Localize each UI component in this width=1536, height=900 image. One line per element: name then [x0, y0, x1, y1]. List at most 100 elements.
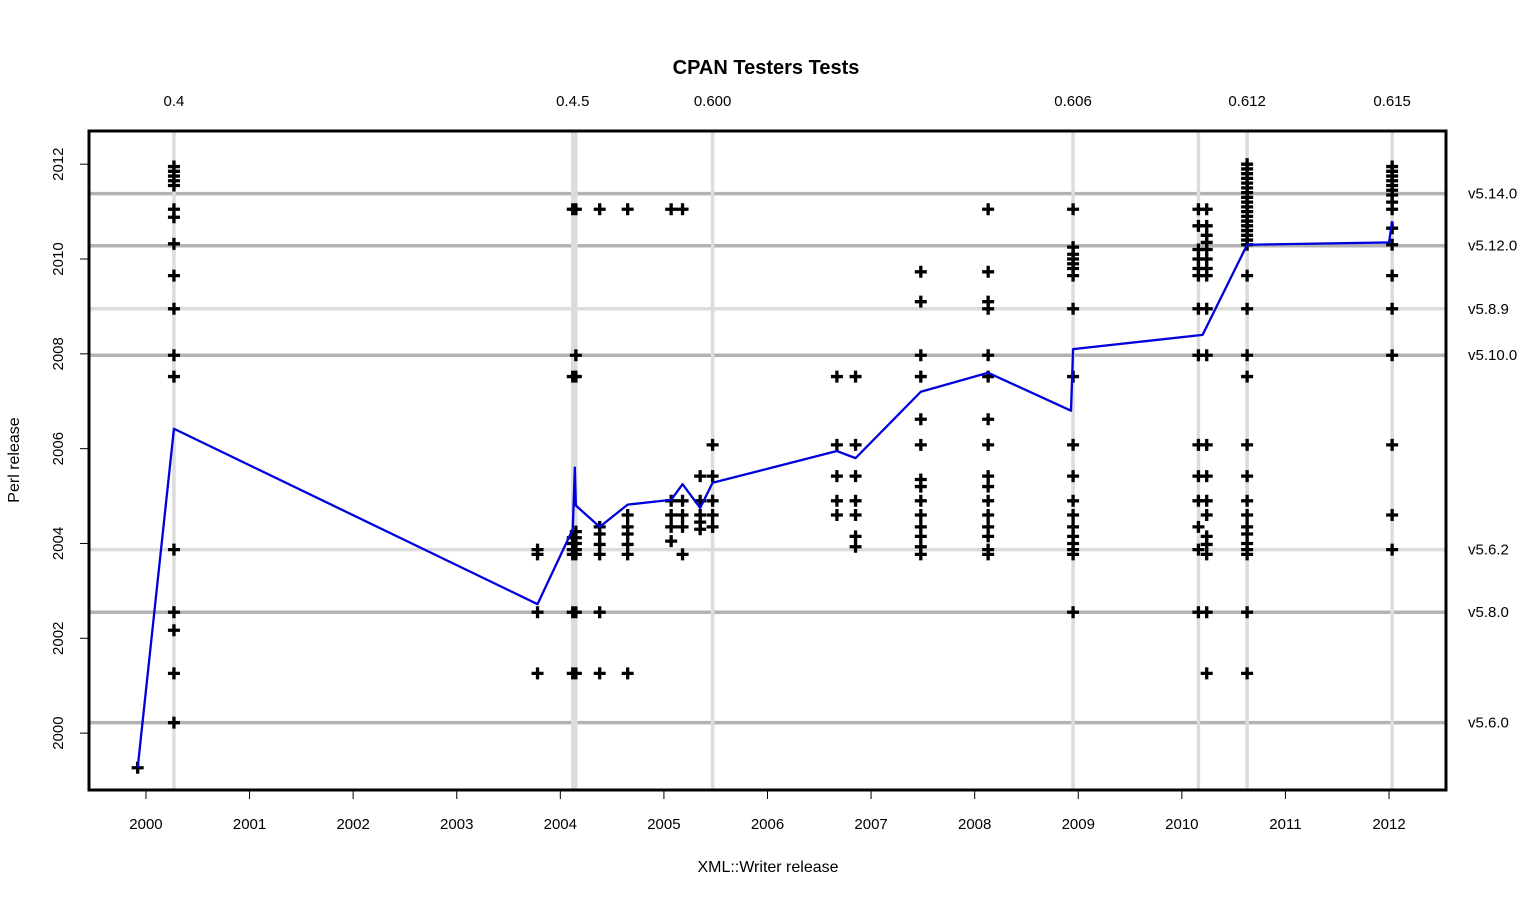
perl-release-labels: v5.14.0 v5.12.0 v5.8.9 v5.10.0 v5.6.2 v5.8.0 v… [1468, 186, 1517, 732]
test-point [706, 509, 719, 522]
test-point [849, 494, 862, 507]
y-axis-title: Perl release [6, 417, 23, 502]
perl-release-label: v5.6.0 [1468, 715, 1509, 732]
test-point [593, 203, 606, 216]
test-point [665, 509, 678, 522]
test-point [167, 606, 180, 619]
test-point [914, 540, 927, 553]
test-point [982, 470, 995, 483]
test-point [1067, 494, 1080, 507]
test-point [1067, 606, 1080, 619]
test-point [621, 509, 634, 522]
test-point [1200, 219, 1213, 232]
test-point [982, 295, 995, 308]
test-point [1241, 494, 1254, 507]
test-point [1067, 241, 1080, 254]
test-point [167, 237, 180, 250]
test-point [1386, 238, 1399, 251]
xml-writer-release-label: 0.606 [1054, 93, 1092, 110]
test-point [1241, 158, 1254, 171]
test-point [1067, 520, 1080, 533]
test-point [849, 470, 862, 483]
y-tick-label: 2006 [50, 432, 67, 465]
test-point [569, 349, 582, 362]
test-point [1241, 269, 1254, 282]
x-tick-label: 2007 [854, 816, 887, 833]
test-point [914, 438, 927, 451]
test-point [665, 203, 678, 216]
test-point [1241, 470, 1254, 483]
x-tick-label: 2002 [336, 816, 369, 833]
test-point [167, 349, 180, 362]
test-point [849, 530, 862, 543]
test-point [621, 667, 634, 680]
test-point [569, 667, 582, 680]
test-point [830, 470, 843, 483]
test-point [167, 543, 180, 556]
x-tick-label: 2004 [544, 816, 577, 833]
test-point [665, 535, 678, 548]
x-tick-label: 2005 [647, 816, 680, 833]
test-point [531, 606, 544, 619]
test-point [1386, 160, 1399, 173]
x-axis: 2000 2001 2002 2003 2004 2005 2006 2007 2008 2009… [129, 789, 1406, 833]
test-point [676, 520, 689, 533]
test-point [914, 349, 927, 362]
y-tick-label: 2000 [50, 716, 67, 749]
test-point [1386, 543, 1399, 556]
test-point [1067, 302, 1080, 315]
test-point [1241, 509, 1254, 522]
test-point [982, 509, 995, 522]
test-point [830, 370, 843, 383]
test-point [706, 494, 719, 507]
test-point [694, 470, 707, 483]
test-point [914, 473, 927, 486]
x-axis-title: XML::Writer release [697, 859, 838, 876]
test-point [1241, 438, 1254, 451]
test-point [706, 438, 719, 451]
test-point [1192, 520, 1205, 533]
test-point [982, 413, 995, 426]
test-point [849, 540, 862, 553]
xml-writer-release-label: 0.4 [164, 93, 185, 110]
x-tick-label: 2006 [751, 816, 784, 833]
test-point [1241, 667, 1254, 680]
test-point [1067, 509, 1080, 522]
x-tick-label: 2012 [1372, 816, 1405, 833]
test-point [830, 438, 843, 451]
test-point [914, 370, 927, 383]
test-point [849, 438, 862, 451]
test-point [676, 203, 689, 216]
test-point [1241, 606, 1254, 619]
xml-writer-release-labels: 0.4 0.4.5 0.600 0.606 0.612 0.615 [164, 93, 1411, 110]
test-point [621, 538, 634, 551]
test-point [1386, 269, 1399, 282]
test-point [593, 606, 606, 619]
x-tick-label: 2011 [1269, 816, 1301, 833]
test-point [914, 509, 927, 522]
y-tick-label: 2010 [50, 242, 67, 275]
perl-release-label: v5.8.9 [1468, 301, 1509, 318]
perl-release-label: v5.14.0 [1468, 186, 1517, 203]
test-point [167, 624, 180, 637]
test-point [914, 295, 927, 308]
test-point [982, 494, 995, 507]
test-point [569, 606, 582, 619]
test-point [1067, 203, 1080, 216]
test-point [531, 543, 544, 556]
xml-writer-release-label: 0.615 [1373, 93, 1411, 110]
test-point [1200, 606, 1213, 619]
test-point [167, 160, 180, 173]
test-point [531, 667, 544, 680]
reference-lines [89, 131, 1446, 790]
x-tick-label: 2010 [1165, 816, 1198, 833]
test-point [167, 269, 180, 282]
test-point [982, 349, 995, 362]
test-point [1192, 543, 1205, 556]
test-point [1200, 494, 1213, 507]
test-point [982, 480, 995, 493]
x-tick-label: 2009 [1062, 816, 1095, 833]
y-tick-label: 2012 [50, 147, 67, 180]
perl-release-label: v5.12.0 [1468, 238, 1517, 255]
test-point [621, 520, 634, 533]
